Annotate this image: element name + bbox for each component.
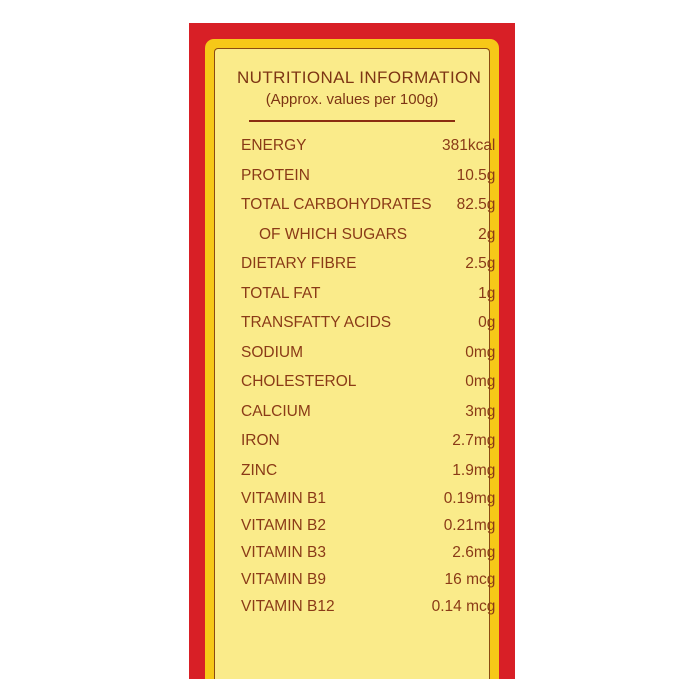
- nutrient-value: 0mg: [465, 373, 496, 391]
- nutrient-value: 1g: [478, 284, 496, 302]
- nutrient-value: 2.6mg: [452, 544, 496, 561]
- table-row: VITAMIN B1 0.19mg: [237, 486, 497, 513]
- nutrient-name: VITAMIN B3: [241, 544, 326, 561]
- nutrient-name: OF WHICH SUGARS: [259, 225, 408, 243]
- nutrient-name: VITAMIN B1: [241, 490, 326, 507]
- serving-basis-subtitle: (Approx. values per 100g): [265, 91, 439, 109]
- nutrient-name: TOTAL CARBOHYDRATES: [241, 196, 432, 214]
- table-row: SODIUM 0mg: [237, 338, 497, 368]
- nutrient-name: DIETARY FIBRE: [241, 255, 357, 273]
- nutrient-name: IRON: [241, 432, 280, 450]
- nutrition-label-gold-frame: NUTRITIONAL INFORMATION (Approx. values …: [205, 39, 499, 679]
- nutrient-value: 0mg: [465, 343, 496, 361]
- nutrient-value: 0g: [478, 314, 496, 332]
- nutrient-value: 16 mcg: [444, 571, 496, 588]
- nutrient-value: 82.5g: [456, 196, 496, 214]
- table-row: PROTEIN 10.5g: [237, 161, 497, 191]
- nutrient-value: 2g: [478, 225, 496, 243]
- table-row: ENERGY 381kcal: [237, 132, 497, 162]
- table-row: ZINC 1.9mg: [237, 456, 497, 486]
- nutrient-value: 2.7mg: [452, 432, 496, 450]
- nutrient-name: VITAMIN B12: [241, 598, 335, 615]
- table-row: IRON 2.7mg: [237, 427, 497, 457]
- nutrient-name: ZINC: [241, 461, 278, 479]
- nutrient-name: CALCIUM: [241, 402, 311, 420]
- table-row: TRANSFATTY ACIDS 0g: [237, 309, 497, 339]
- page-title: NUTRITIONAL INFORMATION: [237, 68, 482, 87]
- nutrient-value: 10.5g: [456, 166, 496, 184]
- nutrient-name: ENERGY: [241, 137, 307, 155]
- nutrition-label-card: NUTRITIONAL INFORMATION (Approx. values …: [214, 48, 495, 679]
- header-divider: [249, 119, 455, 122]
- nutrient-name: PROTEIN: [241, 166, 310, 184]
- nutrient-name: VITAMIN B2: [241, 517, 326, 534]
- table-row: OF WHICH SUGARS 2g: [237, 220, 497, 250]
- table-row: TOTAL CARBOHYDRATES 82.5g: [237, 191, 497, 221]
- nutrient-value: 3mg: [465, 402, 496, 420]
- nutrition-label-outer-frame: NUTRITIONAL INFORMATION (Approx. values …: [189, 23, 515, 679]
- nutrient-value: 381kcal: [441, 137, 496, 155]
- nutrient-value: 0.21mg: [443, 517, 496, 534]
- table-row: TOTAL FAT 1g: [237, 279, 497, 309]
- nutrient-name: TRANSFATTY ACIDS: [241, 314, 392, 332]
- nutrition-facts-table: ENERGY 381kcal PROTEIN 10.5g TOTAL CARBOHYDR…: [237, 132, 497, 621]
- table-row: DIETARY FIBRE 2.5g: [237, 250, 497, 280]
- nutrient-value: 1.9mg: [452, 461, 496, 479]
- nutrient-value: 0.14 mcg: [431, 598, 496, 615]
- nutrient-name: SODIUM: [241, 343, 303, 361]
- nutrient-name: CHOLESTEROL: [241, 373, 357, 391]
- table-row: VITAMIN B2 0.21mg: [237, 513, 497, 540]
- table-row: VITAMIN B3 2.6mg: [237, 540, 497, 567]
- nutrient-value: 0.19mg: [443, 490, 496, 507]
- nutrient-name: TOTAL FAT: [241, 284, 321, 302]
- table-row: CHOLESTEROL 0mg: [237, 368, 497, 398]
- nutrient-name: VITAMIN B9: [241, 571, 326, 588]
- table-row: VITAMIN B9 16 mcg: [237, 567, 497, 594]
- nutrient-value: 2.5g: [465, 255, 496, 273]
- table-row: CALCIUM 3mg: [237, 397, 497, 427]
- table-row: VITAMIN B12 0.14 mcg: [237, 594, 497, 621]
- nutrition-label-header: NUTRITIONAL INFORMATION (Approx. values …: [237, 67, 482, 111]
